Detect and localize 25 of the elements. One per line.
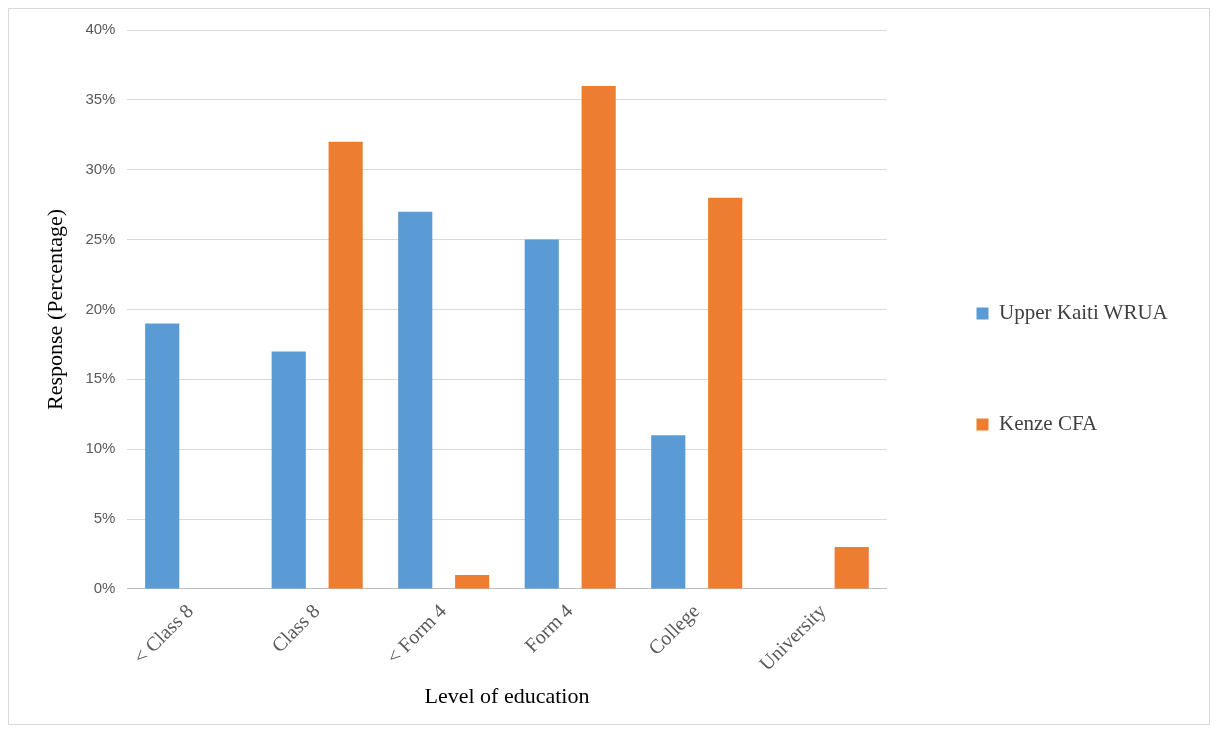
- bar: [651, 435, 686, 589]
- y-tick-label: 40%: [85, 20, 116, 38]
- bar: [708, 197, 743, 589]
- y-tick-label: 25%: [85, 229, 116, 247]
- x-tick-label: Class 8: [266, 599, 324, 657]
- y-tick-label: 20%: [85, 299, 116, 317]
- bar: [524, 239, 559, 589]
- bar: [271, 351, 306, 589]
- x-tick-label: < Class 8: [128, 599, 198, 668]
- y-tick-label: 0%: [93, 579, 116, 597]
- x-axis-title: Level of education: [424, 682, 590, 708]
- bar: [581, 85, 616, 589]
- bar: [398, 211, 433, 589]
- y-tick-label: 30%: [85, 159, 116, 177]
- y-tick-label: 15%: [85, 369, 116, 387]
- y-axis-title: Response (Percentage): [41, 208, 67, 410]
- bar: [455, 574, 490, 589]
- y-tick-label: 10%: [85, 439, 116, 457]
- legend-label: Kenze CFA: [999, 411, 1099, 436]
- bar: [834, 547, 869, 589]
- legend-label: Upper Kaiti WRUA: [999, 300, 1169, 325]
- y-tick-label: 35%: [85, 90, 116, 108]
- y-tick-label: 5%: [93, 509, 116, 527]
- bar: [145, 323, 180, 589]
- bar: [328, 141, 363, 589]
